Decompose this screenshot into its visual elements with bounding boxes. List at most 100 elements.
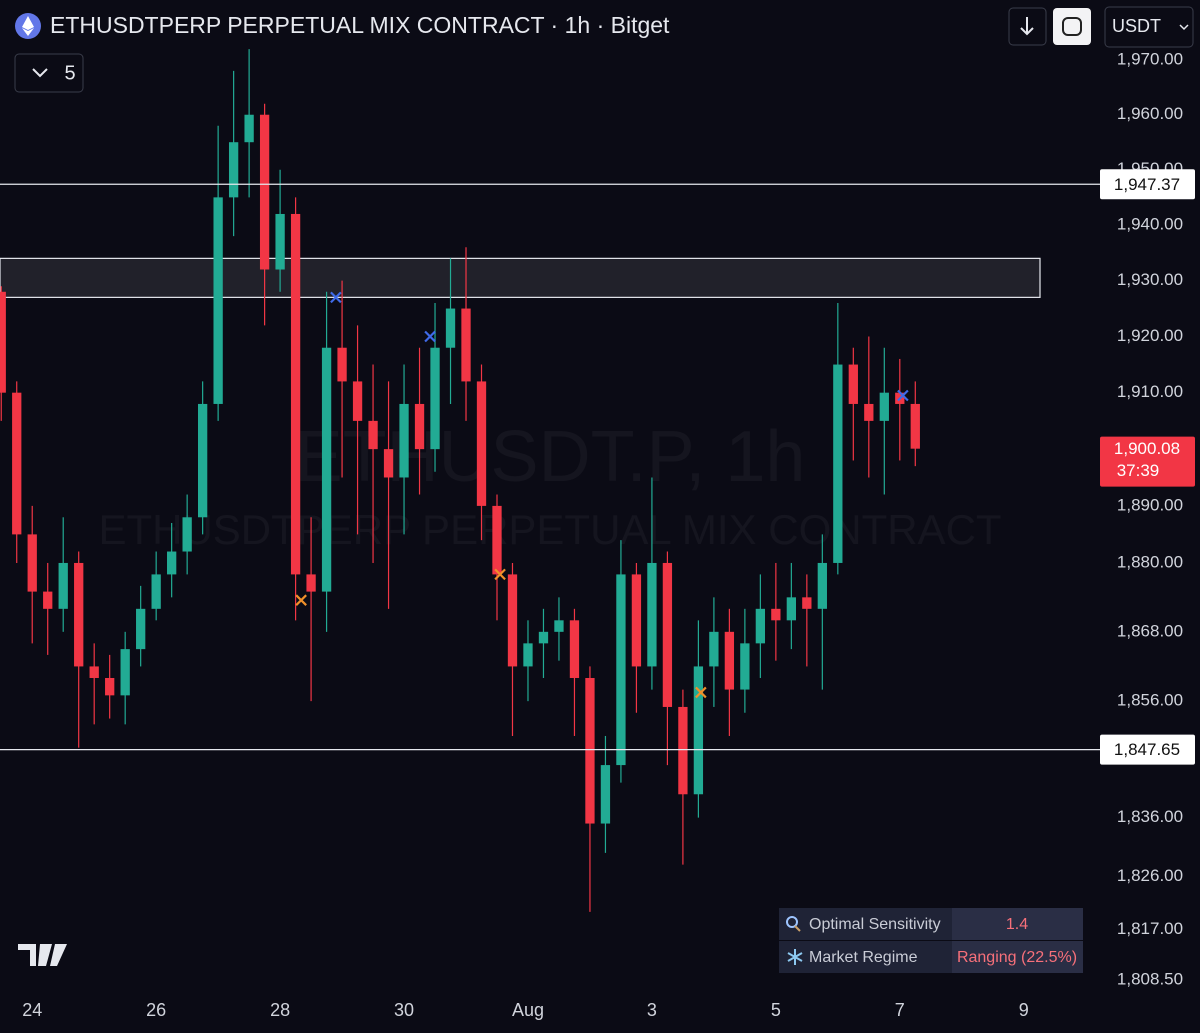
candle-body [492,505,502,575]
candle-body [151,574,161,609]
candle-body [368,420,378,450]
refresh-button[interactable] [1053,8,1091,45]
candle-body [879,392,889,421]
candle-body [585,677,595,824]
candle-body [724,631,735,690]
candle-body [461,308,471,382]
y-tick-label: 1,910.00 [1117,382,1183,401]
table-label: Market Regime [809,949,918,966]
candle-body [167,551,177,575]
candle-body [290,213,301,575]
indicator-toggle[interactable] [14,53,84,93]
signal-marker [424,330,436,343]
x-tick-label: Aug [512,1000,544,1020]
candle-body [430,347,440,450]
candle-body [507,574,518,667]
candle-body [523,643,533,667]
candle-body [43,591,53,609]
table-cell [952,941,1083,973]
level-label-box [1100,734,1195,765]
level-label: 1,847.65 [1114,740,1180,759]
signal-marker [695,686,707,699]
currency-select[interactable] [1104,6,1194,48]
countdown-label: 37:39 [1117,461,1160,480]
candle-body [352,381,363,421]
level-label: 1,947.37 [1114,175,1180,194]
candle-body [631,574,642,667]
candle-body [275,213,285,270]
candle-body [709,631,719,667]
x-tick-label: 30 [394,1000,414,1020]
candle-body [445,308,456,348]
y-tick-label: 1,808.50 [1117,969,1183,988]
y-tick-label: 1,890.00 [1117,495,1183,514]
candle-body [740,643,750,690]
candle-body [569,620,580,678]
y-tick-label: 1,920.00 [1117,326,1183,345]
candle-body [0,291,6,393]
y-tick-label: 1,856.00 [1117,691,1183,710]
table-value: Ranging (22.5%) [957,949,1077,966]
candle-body [105,677,115,696]
candle-body [755,608,766,644]
watermark: ETHUSDT.P, 1h ETHUSDTPERP PERPETUAL MIX … [98,417,1001,553]
currency-label: USDT [1112,16,1161,36]
x-tick-label: 3 [647,1000,657,1020]
candle-body [864,403,874,421]
x-tick-label: 26 [146,1000,166,1020]
candle-body [12,392,22,535]
select-chevron [1179,24,1189,31]
chevron-icon [32,68,48,78]
plot-area: 1,970.001,960.001,950.001,940.001,930.00… [0,49,1195,1020]
candle-body [89,666,99,678]
candle-body [58,562,68,609]
zone-box [0,257,1041,298]
last-price-box [1100,436,1195,487]
refresh-icon [1062,17,1082,36]
x-tick-label: 28 [270,1000,290,1020]
signal-marker [295,594,307,606]
chart-title: ETHUSDTPERP PERPETUAL MIX CONTRACT · 1h … [50,12,670,38]
y-tick-label: 1,868.00 [1117,621,1183,640]
candle-body [802,597,812,609]
candle-body [244,114,254,143]
x-tick-label: 24 [22,1000,42,1020]
candle-body [182,517,192,552]
candle-body [197,403,208,518]
candle-body [817,562,827,609]
search-icon-handle [794,925,801,932]
candle-body [414,403,425,450]
candle-body [27,534,37,592]
candle-body [786,597,796,621]
candle-body [554,620,564,632]
candle-body [678,706,688,795]
candle-body [337,347,347,382]
x-tick-label: 5 [771,1000,781,1020]
watermark-description: ETHUSDTPERP PERPETUAL MIX CONTRACT [98,506,1001,553]
x-tick-label: 7 [895,1000,905,1020]
table-label: Optimal Sensitivity [809,916,941,933]
signal-marker [897,389,909,402]
candle-body [259,114,270,270]
candle-body [383,449,394,478]
candle-body [321,347,332,592]
indicator-count: 5 [64,62,75,84]
x-tick-label: 9 [1019,1000,1029,1020]
candle-body [647,562,657,667]
candle-body [771,608,781,621]
candle-body [910,403,920,449]
snowflake-icon [787,949,803,965]
candle-body [136,608,146,650]
y-tick-label: 1,836.00 [1117,807,1183,826]
candle-body [616,574,626,766]
download-icon [1020,17,1034,36]
signal-marker [330,291,342,304]
candle-body [306,574,316,592]
table-cell [952,908,1083,940]
candle-body [600,765,611,824]
table-cell [779,941,952,973]
search-icon [786,916,798,928]
candle-body [662,562,673,707]
